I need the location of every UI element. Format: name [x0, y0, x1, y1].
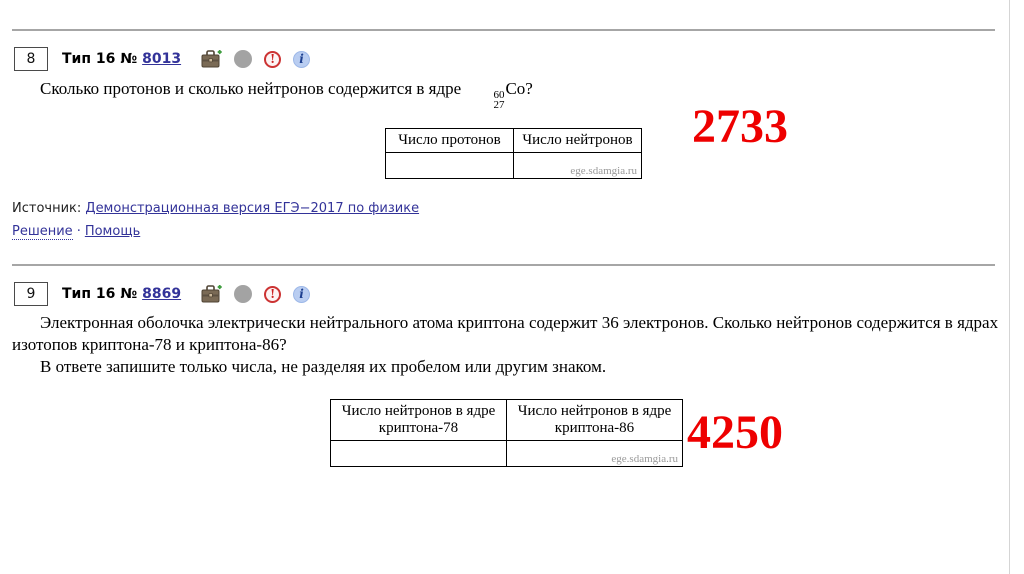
problem-type-label: Тип 16 №: [62, 286, 138, 302]
help-link[interactable]: Помощь: [84, 224, 141, 239]
source-line: Источник: Демонстрационная версия ЕГЭ−20…: [12, 201, 419, 216]
add-to-notebook-icon[interactable]: [201, 49, 222, 69]
table-header-row: Число нейтронов в ядре криптона-78 Число…: [330, 399, 683, 441]
report-error-icon[interactable]: !: [264, 285, 282, 303]
solution-line: Решение · Помощь: [12, 224, 141, 240]
handwritten-answer-9: 4250: [687, 406, 783, 459]
solution-link[interactable]: Решение: [12, 224, 73, 240]
watermark: ege.sdamgia.ru: [513, 152, 642, 179]
question-paragraph: В ответе запишите только числа, не разде…: [40, 357, 607, 376]
table-header-cell: Число нейтронов: [513, 128, 642, 153]
problem-type-label: Тип 16 №: [62, 51, 138, 67]
mass-number: 60: [493, 89, 505, 101]
answer-blank-cell: [385, 152, 514, 179]
problem-toolbar: ! i: [189, 49, 311, 69]
problem-8-header: 8 Тип 16 № 8013 ! i: [14, 47, 311, 71]
element-symbol: Co: [505, 79, 526, 98]
problem-9-question: Электронная оболочка электрически нейтра…: [12, 312, 1006, 378]
divider-top: [12, 29, 995, 31]
divider-middle: [12, 264, 995, 266]
handwritten-answer-8: 2733: [692, 100, 788, 153]
table-answer-row: ege.sdamgia.ru: [330, 440, 683, 467]
add-to-notebook-icon[interactable]: [201, 284, 222, 304]
answer-blank-cell: [330, 440, 507, 467]
table-header-cell: Число нейтронов в ядре криптона-86: [506, 399, 683, 441]
problem-number-box: 9: [14, 282, 48, 306]
table-answer-row: ege.sdamgia.ru: [385, 152, 642, 179]
table-header-cell: Число нейтронов в ядре криптона-78: [330, 399, 507, 441]
report-error-icon[interactable]: !: [264, 50, 282, 68]
problem-number-box: 8: [14, 47, 48, 71]
isotope-notation: 60 27 Co: [465, 79, 526, 111]
problem-8-question: Сколько протонов и сколько нейтронов сод…: [12, 78, 997, 111]
question-text: Сколько протонов и сколько нейтронов сод…: [40, 79, 533, 111]
answer-table-9: Число нейтронов в ядре криптона-78 Число…: [330, 399, 683, 467]
question-paragraph: Электронная оболочка электрически нейтра…: [12, 313, 999, 354]
answer-table-8: Число протонов Число нейтронов ege.sdamg…: [385, 128, 642, 179]
charge-number: 27: [493, 99, 505, 111]
info-icon[interactable]: i: [293, 285, 311, 303]
info-icon[interactable]: i: [293, 50, 311, 68]
status-circle-icon[interactable]: [234, 285, 253, 303]
source-link[interactable]: Демонстрационная версия ЕГЭ−2017 по физи…: [85, 201, 420, 216]
problem-9-header: 9 Тип 16 № 8869 ! i: [14, 282, 311, 306]
watermark: ege.sdamgia.ru: [506, 440, 683, 467]
problem-id-link[interactable]: 8869: [142, 286, 182, 302]
status-circle-icon[interactable]: [234, 50, 253, 68]
separator-dot: ·: [76, 224, 81, 239]
right-edge-divider: [1009, 0, 1010, 574]
problem-id-link[interactable]: 8013: [142, 51, 182, 67]
table-header-cell: Число протонов: [385, 128, 514, 153]
table-header-row: Число протонов Число нейтронов: [385, 128, 642, 153]
source-label: Источник:: [12, 201, 82, 216]
problem-toolbar: ! i: [189, 284, 311, 304]
